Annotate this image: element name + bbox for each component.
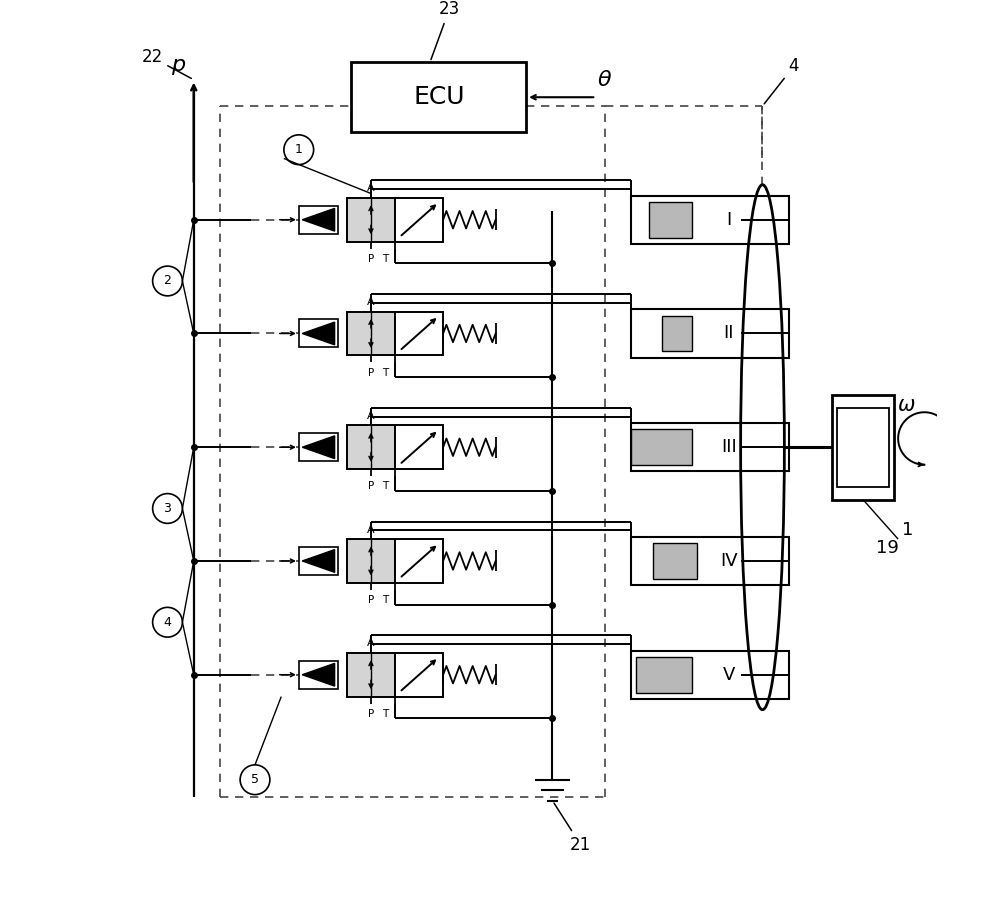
Text: ω: ω xyxy=(898,395,916,414)
Text: 1: 1 xyxy=(902,521,914,539)
Bar xyxy=(351,62,526,132)
Text: p: p xyxy=(171,55,185,75)
Bar xyxy=(299,661,338,689)
Text: 2: 2 xyxy=(164,274,171,288)
Text: θ: θ xyxy=(598,71,612,90)
Text: I: I xyxy=(726,211,732,229)
Text: 4: 4 xyxy=(164,615,171,629)
Text: ECU: ECU xyxy=(413,85,465,110)
Bar xyxy=(636,657,692,692)
Bar xyxy=(631,195,789,243)
Bar xyxy=(662,316,692,351)
Bar xyxy=(631,429,692,465)
Polygon shape xyxy=(302,436,335,459)
Text: A: A xyxy=(367,525,375,535)
Bar xyxy=(347,539,395,583)
Bar xyxy=(395,311,443,356)
Bar xyxy=(347,653,395,697)
Text: P: P xyxy=(368,254,374,264)
Bar xyxy=(631,424,789,472)
Bar xyxy=(299,205,338,233)
Bar xyxy=(649,202,692,238)
Text: 5: 5 xyxy=(251,773,259,786)
Polygon shape xyxy=(302,549,335,572)
Text: 21: 21 xyxy=(554,803,591,853)
Text: P: P xyxy=(368,595,374,605)
Bar xyxy=(347,198,395,242)
Text: V: V xyxy=(723,666,735,683)
Text: T: T xyxy=(382,709,388,719)
Text: T: T xyxy=(382,481,388,491)
Text: T: T xyxy=(382,595,388,605)
Text: 23: 23 xyxy=(431,0,460,60)
Bar xyxy=(299,547,338,575)
Bar xyxy=(395,198,443,242)
Bar xyxy=(395,539,443,583)
Text: 22: 22 xyxy=(141,48,191,79)
Text: 4: 4 xyxy=(764,57,799,104)
Bar xyxy=(299,319,338,348)
Bar xyxy=(395,425,443,469)
Polygon shape xyxy=(302,208,335,231)
Text: P: P xyxy=(368,481,374,491)
Text: T: T xyxy=(382,367,388,377)
Text: 19: 19 xyxy=(876,538,899,557)
Text: 3: 3 xyxy=(164,502,171,515)
Text: III: III xyxy=(721,438,737,456)
Polygon shape xyxy=(302,322,335,345)
Text: A: A xyxy=(367,297,375,307)
Bar xyxy=(347,425,395,469)
Text: 1: 1 xyxy=(295,143,303,157)
Bar xyxy=(347,311,395,356)
Bar xyxy=(631,310,789,357)
Text: A: A xyxy=(367,638,375,649)
Text: A: A xyxy=(367,184,375,194)
Text: P: P xyxy=(368,367,374,377)
Text: P: P xyxy=(368,709,374,719)
Bar xyxy=(631,651,789,699)
Polygon shape xyxy=(302,663,335,686)
Bar xyxy=(832,395,894,500)
Bar xyxy=(653,543,697,579)
Bar xyxy=(299,433,338,462)
Text: II: II xyxy=(724,325,734,342)
Bar xyxy=(395,653,443,697)
Bar xyxy=(631,537,789,585)
Text: IV: IV xyxy=(720,552,738,570)
Text: T: T xyxy=(382,254,388,264)
Bar xyxy=(837,408,889,487)
Text: A: A xyxy=(367,411,375,421)
